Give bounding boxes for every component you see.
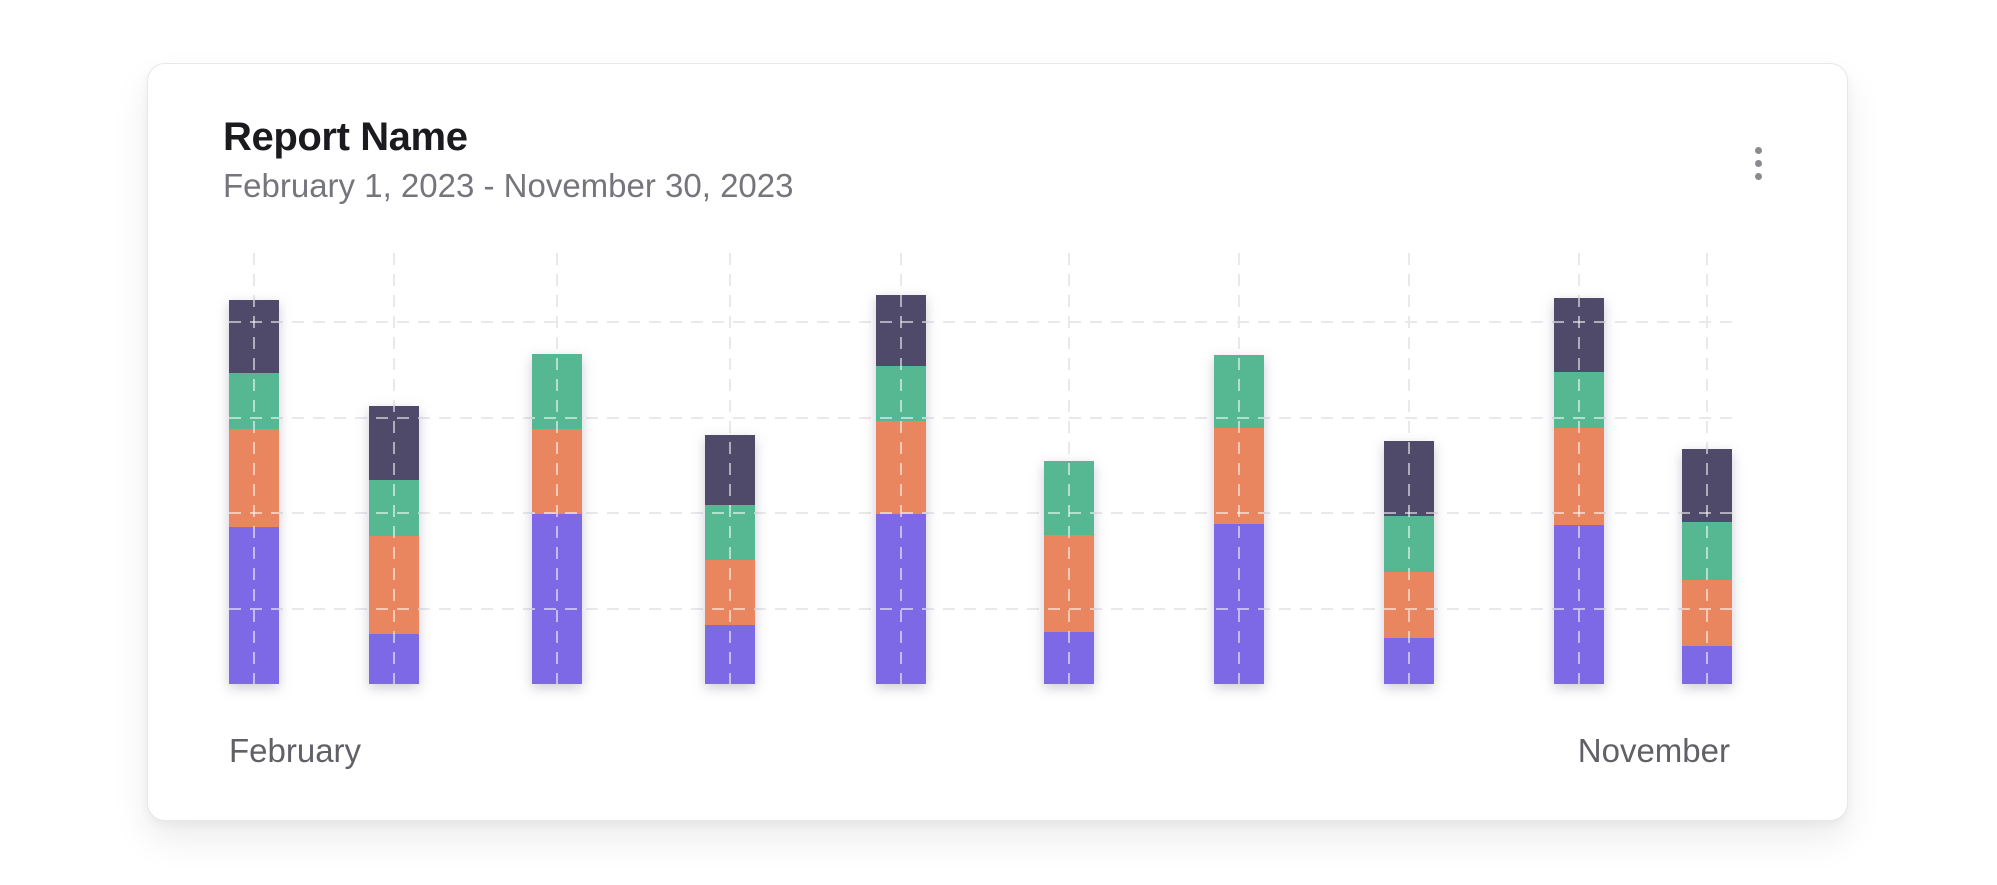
kebab-menu-icon <box>1754 144 1762 183</box>
bars <box>229 295 1732 684</box>
gridlines-over-bars <box>229 295 1732 684</box>
bar-november[interactable] <box>1682 449 1732 684</box>
bar-september-segment-orange[interactable] <box>1384 572 1434 638</box>
report-date-range: February 1, 2023 - November 30, 2023 <box>223 167 794 204</box>
report-card: Report Name February 1, 2023 - November … <box>147 63 1848 821</box>
bar-september[interactable] <box>1384 441 1434 684</box>
kebab-menu-button[interactable] <box>1736 141 1780 185</box>
chart-area <box>148 64 1849 822</box>
x-axis-label-november: November <box>1577 732 1730 769</box>
x-axis-label-february: February <box>229 732 362 769</box>
report-title: Report Name <box>223 115 468 159</box>
card-header: Report Name February 1, 2023 - November … <box>223 114 794 206</box>
gridlines-under <box>229 253 1732 684</box>
bar-september-segment-green[interactable] <box>1384 516 1434 572</box>
stacked-bar-chart <box>229 253 1732 684</box>
bar-june-segment-green[interactable] <box>876 366 926 421</box>
